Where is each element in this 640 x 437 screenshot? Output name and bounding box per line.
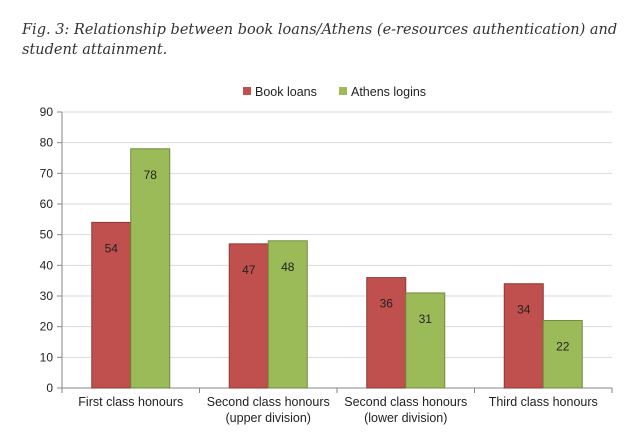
data-label: 31 (419, 312, 433, 326)
legend: Book loans Athens logins (243, 85, 426, 99)
y-tick-label: 30 (40, 289, 54, 303)
data-label: 78 (144, 168, 158, 182)
y-tick-label: 40 (40, 258, 54, 272)
category-label: (lower division) (364, 411, 447, 425)
y-tick-label: 60 (40, 197, 54, 211)
y-tick-labels: 0 10 20 30 40 50 60 70 80 90 (40, 105, 54, 395)
category-label: Third class honours (489, 395, 598, 409)
category-label: Second class honours (207, 395, 330, 409)
data-label: 54 (105, 241, 119, 255)
y-tick-label: 90 (40, 105, 54, 119)
bar-book-loans (91, 221, 132, 389)
data-label: 48 (281, 260, 295, 274)
legend-swatch (243, 87, 251, 95)
data-labels: 54 78 47 48 36 31 34 22 (105, 168, 570, 354)
category-label: First class honours (78, 395, 183, 409)
data-label: 22 (556, 340, 570, 354)
category-label: (upper division) (226, 411, 311, 425)
legend-label: Book loans (255, 85, 317, 99)
data-label: 36 (380, 297, 394, 311)
y-tick-label: 80 (40, 136, 54, 150)
y-tick-label: 70 (40, 166, 54, 180)
bars (91, 148, 583, 389)
legend-label: Athens logins (351, 85, 426, 99)
bar-athens-logins (130, 148, 171, 389)
legend-swatch (339, 87, 347, 95)
bar-athens-logins (267, 240, 308, 389)
bar-book-loans (228, 243, 269, 389)
y-tick-label: 20 (40, 320, 54, 334)
y-tick-label: 0 (46, 381, 53, 395)
y-tick-label: 10 (40, 350, 54, 364)
bar-book-loans (366, 277, 407, 389)
data-label: 34 (517, 303, 531, 317)
bar-athens-logins (405, 292, 446, 389)
figure-caption: Fig. 3: Relationship between book loans/… (22, 22, 618, 58)
category-labels: First class honours Second class honours (… (78, 395, 597, 425)
data-label: 47 (242, 263, 256, 277)
bar-athens-logins (542, 320, 583, 389)
bar-book-loans (503, 283, 544, 389)
category-label: Second class honours (344, 395, 467, 409)
y-tick-label: 50 (40, 228, 54, 242)
